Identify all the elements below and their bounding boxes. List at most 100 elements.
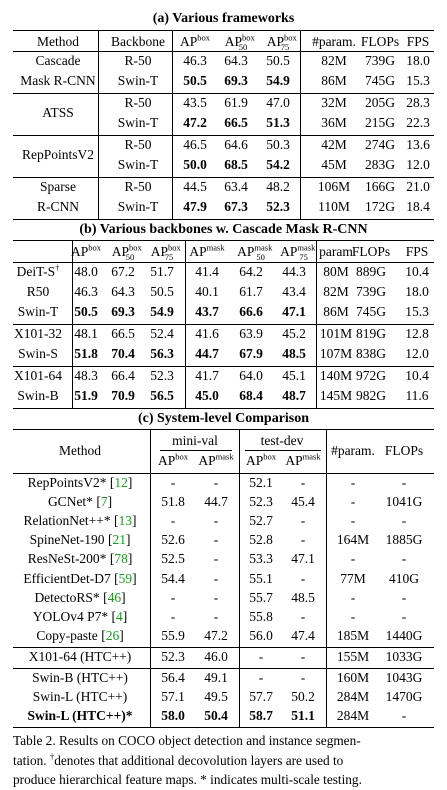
- method-name: Mask R-CNN: [20, 73, 96, 88]
- header-method: Method: [37, 34, 79, 49]
- flops: 739G: [365, 53, 395, 68]
- value: 48.0: [74, 264, 98, 279]
- dagger-mark: †: [49, 751, 55, 762]
- value: 55.7: [249, 589, 273, 605]
- flops: 166G: [365, 179, 395, 194]
- value: 46.0: [204, 648, 228, 664]
- value: 48.1: [74, 326, 98, 341]
- value: 50.5: [150, 284, 174, 299]
- value: -: [300, 670, 306, 685]
- value: 51.1: [291, 708, 315, 724]
- backbone: Swin-T: [117, 199, 159, 214]
- params: 106M: [317, 179, 351, 194]
- citation-link[interactable]: 13: [118, 513, 133, 529]
- value: 66.4: [111, 368, 135, 383]
- citation-link[interactable]: 59: [118, 570, 133, 586]
- value: -: [401, 589, 407, 605]
- value: 43.7: [195, 304, 219, 319]
- value: 70.9: [111, 388, 135, 403]
- params: 42M: [321, 137, 347, 152]
- value: 46.3: [74, 284, 98, 299]
- value: 54.9: [150, 304, 174, 319]
- method-label: Swin-B (HTC++): [32, 670, 128, 685]
- value: 52.4: [150, 326, 174, 341]
- value: 739G: [356, 284, 386, 299]
- flops: 172G: [365, 199, 395, 214]
- method-label: Swin-L (HTC++)*: [27, 708, 133, 724]
- citation-link[interactable]: 12: [114, 475, 128, 490]
- value: 45.4: [291, 494, 315, 510]
- value: -: [213, 570, 219, 586]
- value: 745G: [356, 304, 386, 319]
- method-label: DetectoRS*: [34, 589, 100, 605]
- dagger-mark: †: [55, 262, 60, 273]
- value: 52.3: [249, 494, 273, 510]
- backbone-name: R50: [27, 283, 50, 301]
- params: 82M: [321, 53, 347, 68]
- ap75-box: 50.3: [266, 137, 290, 152]
- value: 889G: [356, 264, 386, 279]
- value: -: [258, 670, 264, 685]
- method-label: Copy-paste: [36, 627, 98, 643]
- ap50-box: 66.5: [224, 115, 248, 130]
- citation-link[interactable]: 7: [100, 494, 108, 510]
- citation-link[interactable]: 78: [114, 551, 128, 567]
- fps: 18.4: [406, 199, 430, 214]
- ap-box: 46.5: [183, 137, 207, 152]
- fps: 15.3: [406, 73, 430, 88]
- citation-link[interactable]: 4: [116, 608, 123, 624]
- table-caption: Table 2. Results on COCO object detectio…: [13, 731, 434, 790]
- rule: [13, 324, 434, 325]
- ap-box: 43.5: [183, 95, 207, 110]
- backbone: Swin-T: [117, 157, 159, 172]
- section-c-title: (c) System-level Comparison: [137, 411, 310, 426]
- citation-link[interactable]: 26: [105, 627, 120, 643]
- caption-line: Table 2. Results on COCO object detectio…: [13, 733, 361, 749]
- value: 140M: [319, 368, 353, 383]
- column-rule: [150, 429, 151, 728]
- value: 82M: [323, 284, 349, 299]
- value: 45.0: [195, 388, 219, 403]
- flops: 274G: [365, 137, 395, 152]
- fps: 13.6: [406, 137, 430, 152]
- method-name: Swin-B (HTC++): [32, 669, 128, 687]
- backbone-label: X101-64: [14, 368, 62, 383]
- citation-link[interactable]: 21: [112, 532, 126, 548]
- value: 51.9: [74, 388, 98, 403]
- value: 53.3: [249, 551, 273, 567]
- header-ap50-box: APbox50: [111, 242, 142, 262]
- value: -: [401, 551, 407, 567]
- value: 101M: [319, 326, 353, 341]
- backbone-label: X101-32: [14, 326, 62, 341]
- value: -: [300, 532, 306, 548]
- backbone-label: DeiT-S: [16, 264, 56, 279]
- ap75-box: 48.2: [266, 179, 290, 194]
- backbone: Swin-T: [117, 73, 159, 88]
- method-name: DetectoRS* [46]: [34, 589, 126, 605]
- value: 52.1: [249, 475, 273, 490]
- ap-box: 46.3: [183, 53, 207, 68]
- value: -: [350, 589, 356, 605]
- value: 45.2: [282, 326, 306, 341]
- value: -: [213, 475, 219, 490]
- header-params: #param.: [312, 34, 356, 49]
- rule: [13, 177, 434, 178]
- value: 61.7: [239, 284, 263, 299]
- method-label: ResNeSt-200*: [27, 551, 107, 567]
- header-flops: FLOPs: [360, 34, 400, 49]
- ap-box: 47.2: [183, 115, 207, 130]
- method-name: YOLOv4 P7* [4]: [32, 608, 128, 624]
- ap75-box: 50.5: [266, 53, 290, 68]
- citation-link[interactable]: 46: [107, 589, 122, 605]
- params: 32M: [321, 95, 347, 110]
- method-name: Cascade: [35, 53, 81, 68]
- column-rule: [185, 240, 186, 408]
- method-label: SpineNet-190: [29, 532, 105, 548]
- value: 838G: [356, 346, 386, 361]
- value: -: [213, 532, 219, 548]
- value: 12.0: [405, 346, 429, 361]
- rule: [13, 262, 434, 263]
- params: 110M: [318, 199, 350, 214]
- value: 68.4: [239, 388, 263, 403]
- rule: [13, 219, 434, 220]
